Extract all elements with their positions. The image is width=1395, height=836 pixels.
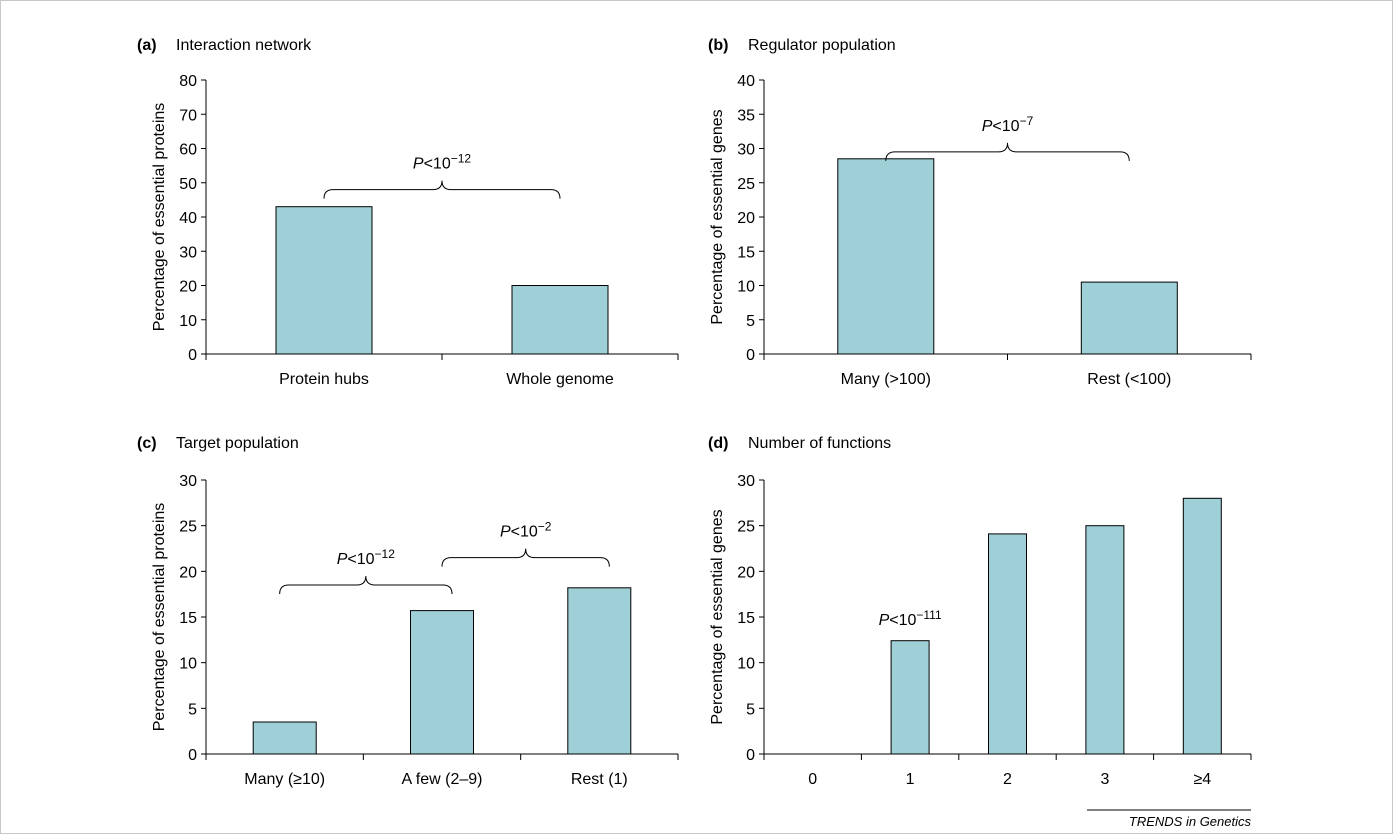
panel-d-letter: (d) <box>708 435 728 452</box>
panel-c-letter: (c) <box>137 435 157 452</box>
y-tick-label: 40 <box>179 210 197 227</box>
y-tick-label: 5 <box>188 701 197 718</box>
category-label: Many (>100) <box>841 371 931 388</box>
y-tick-label: 15 <box>737 244 755 261</box>
y-tick-label: 0 <box>746 747 755 764</box>
y-tick-label: 15 <box>737 610 755 627</box>
bar-3 <box>1085 525 1125 755</box>
figure-credit: TRENDS in Genetics <box>1087 809 1252 829</box>
category-label: 2 <box>1003 771 1012 788</box>
y-tick-label: 80 <box>179 73 197 90</box>
y-tick-label: 35 <box>737 107 755 124</box>
p-value-label: P<10−2 <box>500 520 552 541</box>
y-tick-label: 25 <box>179 519 197 536</box>
y-tick-label: 0 <box>188 747 197 764</box>
panel-c-y-axis-label: Percentage of essential proteins <box>151 503 168 732</box>
bar-2 <box>567 587 632 755</box>
panel-a-y-axis-label: Percentage of essential proteins <box>151 103 168 332</box>
panel-d-number-of-functions: (d) Number of functions Percentage of es… <box>708 435 1252 788</box>
bar-0 <box>252 721 317 755</box>
y-tick-label: 30 <box>179 473 197 490</box>
panel-a-title: Interaction network <box>176 37 312 54</box>
y-tick-label: 5 <box>746 701 755 718</box>
category-label: 1 <box>906 771 915 788</box>
y-tick-label: 25 <box>737 176 755 193</box>
y-tick-label: 0 <box>746 347 755 364</box>
category-label: Rest (1) <box>571 771 628 788</box>
category-label: 3 <box>1100 771 1109 788</box>
p-value-label: P<10−12 <box>413 152 471 173</box>
y-tick-label: 20 <box>737 564 755 581</box>
y-tick-label: 10 <box>179 656 197 673</box>
y-tick-label: 10 <box>737 656 755 673</box>
panel-b-title: Regulator population <box>748 37 896 54</box>
category-label: ≥4 <box>1193 771 1211 788</box>
y-tick-label: 25 <box>737 519 755 536</box>
bar-4 <box>1182 497 1222 755</box>
y-tick-label: 15 <box>179 610 197 627</box>
category-label: Many (≥10) <box>244 771 325 788</box>
significance-bracket <box>323 180 561 199</box>
credit-text: TRENDS in Genetics <box>1129 814 1252 829</box>
bar-1 <box>890 640 930 755</box>
bar-0 <box>275 206 373 355</box>
bar-1 <box>511 285 609 355</box>
panel-b-y-axis-label: Percentage of essential genes <box>709 109 726 324</box>
y-tick-label: 10 <box>179 313 197 330</box>
p-value-label: P<10−111 <box>879 608 942 629</box>
category-label: A few (2–9) <box>402 771 483 788</box>
category-label: Protein hubs <box>279 371 369 388</box>
p-value-label: P<10−7 <box>982 114 1034 135</box>
bar-1 <box>1080 281 1178 355</box>
bar-1 <box>410 610 474 755</box>
p-value-label: P<10−12 <box>337 547 395 568</box>
y-tick-label: 20 <box>737 210 755 227</box>
panel-a-letter: (a) <box>137 37 157 54</box>
panel-b-letter: (b) <box>708 37 728 54</box>
category-label: Whole genome <box>506 371 614 388</box>
panel-b-regulator-population: (b) Regulator population Percentage of e… <box>708 37 1252 388</box>
y-tick-label: 5 <box>746 313 755 330</box>
category-label: Rest (<100) <box>1087 371 1171 388</box>
y-tick-label: 20 <box>179 279 197 296</box>
y-tick-label: 30 <box>737 473 755 490</box>
panel-c-target-population: (c) Target population Percentage of esse… <box>137 435 679 788</box>
y-tick-label: 50 <box>179 176 197 193</box>
y-tick-label: 0 <box>188 347 197 364</box>
y-tick-label: 30 <box>737 142 755 159</box>
panel-d-title: Number of functions <box>748 435 891 452</box>
y-tick-label: 30 <box>179 244 197 261</box>
y-tick-label: 60 <box>179 142 197 159</box>
panel-d-y-axis-label: Percentage of essential genes <box>709 509 726 724</box>
panel-a-interaction-network: (a) Interaction network Percentage of es… <box>137 37 679 388</box>
significance-bracket <box>441 548 610 567</box>
significance-bracket <box>279 576 453 595</box>
panel-c-title: Target population <box>176 435 299 452</box>
y-tick-label: 40 <box>737 73 755 90</box>
y-tick-label: 10 <box>737 279 755 296</box>
y-tick-label: 20 <box>179 564 197 581</box>
significance-bracket <box>885 142 1130 161</box>
category-label: 0 <box>808 771 817 788</box>
bar-0 <box>837 158 935 355</box>
bar-2 <box>988 533 1027 755</box>
y-tick-label: 70 <box>179 107 197 124</box>
